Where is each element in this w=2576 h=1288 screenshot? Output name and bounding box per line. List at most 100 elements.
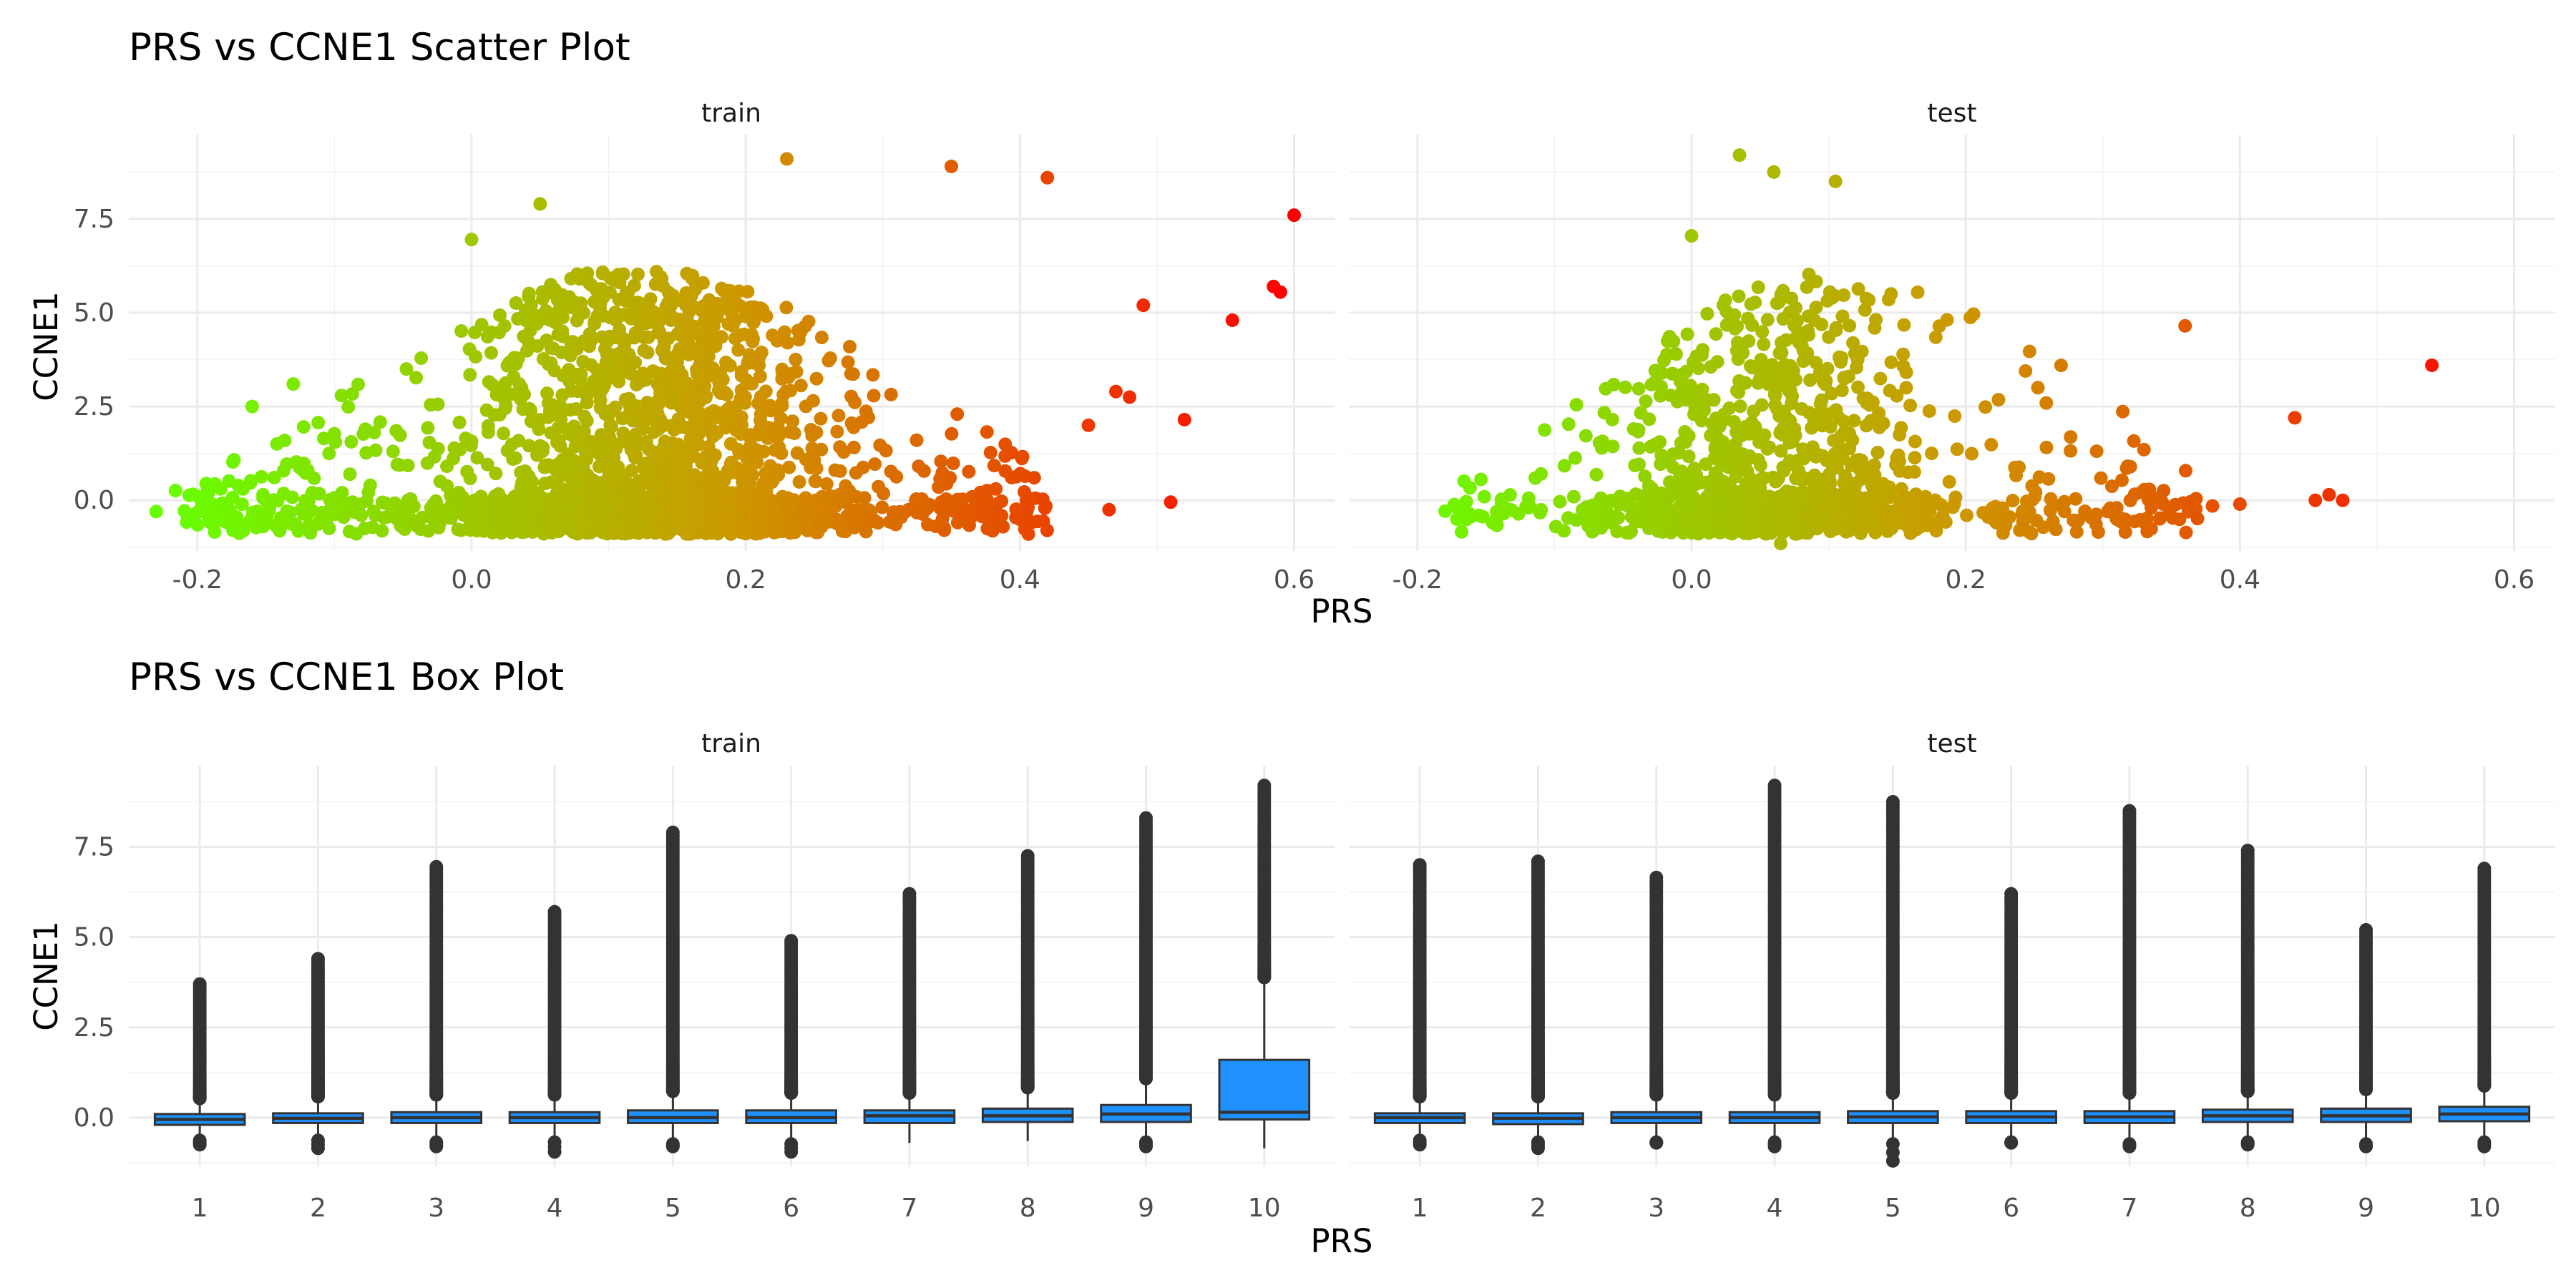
scatter-point — [480, 457, 494, 472]
scatter-point — [556, 329, 570, 343]
scatter-point — [1830, 461, 1844, 475]
scatter-point — [1790, 329, 1804, 343]
scatter-point — [538, 477, 552, 491]
scatter-point — [506, 452, 520, 466]
scatter-point — [369, 443, 383, 457]
scatter-point — [842, 484, 857, 498]
scatter-point — [1922, 404, 1936, 418]
scatter-point — [639, 472, 653, 487]
scatter-point — [632, 500, 646, 514]
scatter-point — [836, 445, 851, 459]
outlier-point — [902, 887, 917, 901]
scatter-point — [1676, 367, 1690, 381]
scatter-point — [226, 523, 240, 537]
scatter-point — [606, 348, 620, 362]
scatter-point — [933, 472, 947, 486]
scatter-point — [1760, 313, 1775, 327]
scatter-point — [199, 477, 213, 491]
scatter-point — [814, 331, 829, 345]
scatter-point — [168, 484, 182, 498]
scatter-point — [734, 364, 748, 379]
scatter-point — [769, 515, 784, 530]
scatter-point — [1664, 525, 1678, 540]
scatter-point — [561, 518, 575, 532]
scatter-point — [2089, 444, 2104, 459]
scatter-point — [939, 492, 953, 506]
scatter-point — [934, 454, 948, 469]
scatter-point — [1828, 175, 1843, 188]
scatter-point — [1948, 409, 1962, 423]
y-tick-label: 7.5 — [74, 205, 114, 234]
scatter-point — [780, 500, 794, 514]
scatter-point — [779, 384, 793, 399]
scatter-point — [1662, 491, 1676, 505]
scatter-point — [1534, 467, 1548, 481]
scatter-point — [761, 421, 776, 435]
outlier-point — [784, 934, 799, 948]
scatter-point — [738, 390, 752, 404]
scatter-point — [305, 504, 319, 517]
scatter-strip-test: test — [1927, 99, 1976, 128]
x-tick-label: -0.2 — [172, 565, 223, 595]
scatter-point — [1494, 492, 1508, 507]
scatter-point — [401, 459, 415, 472]
scatter-point — [454, 324, 469, 338]
scatter-point — [1730, 319, 1745, 333]
scatter-point — [533, 197, 547, 211]
scatter-point — [809, 498, 824, 512]
scatter-point — [1858, 303, 1872, 317]
scatter-point — [1645, 514, 1659, 529]
scatter-point — [1849, 453, 1863, 467]
scatter-point — [537, 306, 551, 321]
scatter-point — [780, 152, 794, 166]
scatter-point — [2064, 444, 2078, 458]
x-tick-label: 0.0 — [1671, 565, 1712, 595]
scatter-point — [1040, 523, 1054, 537]
scatter-point — [2168, 497, 2182, 512]
scatter-point — [1455, 525, 1469, 539]
scatter-point — [1835, 384, 1849, 398]
scatter-point — [1883, 384, 1897, 398]
scatter-point — [867, 389, 881, 403]
scatter-point — [618, 507, 633, 522]
scatter-point — [497, 319, 512, 333]
scatter-point — [1631, 381, 1646, 396]
scatter-point — [1817, 499, 1831, 514]
scatter-point — [2009, 469, 2023, 482]
scatter-point — [799, 399, 813, 414]
scatter-point — [946, 457, 960, 470]
scatter-point — [616, 426, 630, 440]
scatter-point — [975, 509, 990, 524]
scatter-point — [742, 507, 756, 522]
scatter-point — [225, 491, 240, 504]
scatter-point — [1123, 390, 1137, 404]
scatter-point — [628, 427, 643, 441]
scatter-point — [562, 290, 577, 304]
scatter-point — [640, 346, 655, 360]
scatter-point — [611, 460, 625, 474]
scatter-point — [1799, 509, 1813, 523]
scatter-point — [1702, 505, 1717, 519]
scatter-point — [1474, 472, 1488, 487]
scatter-point — [2039, 396, 2054, 410]
scatter-point — [296, 420, 311, 434]
scatter-point — [1438, 504, 1453, 518]
scatter-point — [1899, 365, 1913, 379]
outlier-point — [192, 977, 207, 991]
scatter-point — [937, 523, 952, 537]
scatter-point — [311, 416, 326, 430]
scatter-point — [655, 308, 669, 323]
scatter-point — [555, 388, 570, 402]
scatter-point — [704, 524, 718, 538]
scatter-point — [743, 449, 757, 462]
scatter-point — [965, 509, 978, 524]
scatter-point — [693, 347, 707, 361]
x-tick-label: -0.2 — [1392, 565, 1443, 595]
scatter-point — [1853, 472, 1868, 487]
scatter-point — [1742, 334, 1756, 348]
scatter-point — [830, 512, 844, 527]
scatter-point — [240, 517, 254, 531]
scatter-point — [781, 336, 795, 350]
scatter-point — [322, 447, 336, 461]
scatter-point — [1918, 489, 1933, 504]
